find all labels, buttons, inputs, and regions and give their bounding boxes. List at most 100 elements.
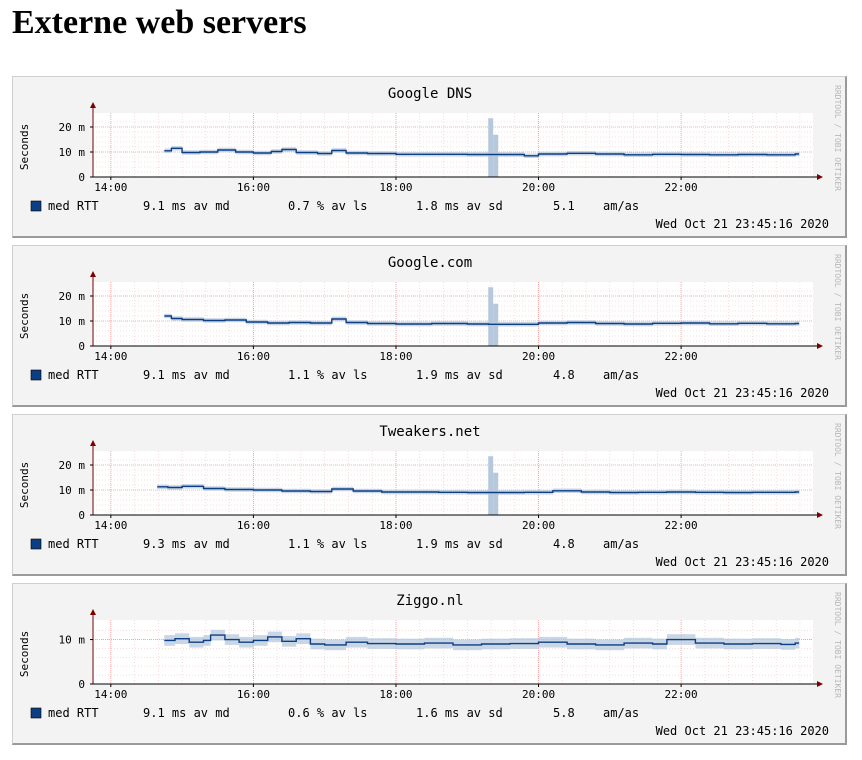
chart-timestamp: Wed Oct 21 23:45:16 2020 xyxy=(656,217,829,231)
x-tick-label: 18:00 xyxy=(379,181,412,194)
y-tick-label: 0 xyxy=(78,340,85,353)
legend-swatch xyxy=(30,200,42,212)
y-tick-label: 20 m xyxy=(59,121,86,134)
y-axis-arrow xyxy=(90,440,96,446)
legend-ratio: 5.1 xyxy=(553,199,575,213)
y-axis-arrow xyxy=(90,102,96,108)
x-axis-arrow xyxy=(817,174,823,180)
chart-panel-google-com: 0 10 m 20 m 14:00 16:00 18:00 20:00 22:00 Google… xyxy=(12,245,847,407)
y-axis-arrow xyxy=(90,271,96,277)
legend-ratio-unit: am/as xyxy=(603,199,639,213)
x-axis-arrow xyxy=(817,681,823,687)
smoke-spike xyxy=(488,287,494,346)
x-tick-label: 18:00 xyxy=(379,519,412,532)
plot-area xyxy=(93,282,813,346)
legend-loss: 1.1 % av ls xyxy=(288,537,367,551)
x-tick-label: 22:00 xyxy=(665,350,698,363)
legend-series-name: med RTT xyxy=(48,706,99,720)
y-axis-label: Seconds xyxy=(18,124,31,170)
rrdtool-credit: RRDTOOL / TOBI OETIKER xyxy=(833,592,842,698)
smoke-spike xyxy=(488,456,494,515)
median-rtt-line xyxy=(157,485,800,494)
legend-ratio: 4.8 xyxy=(553,368,575,382)
plot-area xyxy=(93,113,813,177)
legend-ratio: 4.8 xyxy=(553,537,575,551)
rrdtool-credit: RRDTOOL / TOBI OETIKER xyxy=(833,254,842,360)
legend-ratio-unit: am/as xyxy=(603,706,639,720)
page-title: Externe web servers xyxy=(12,4,307,41)
y-tick-label: 20 m xyxy=(59,290,86,303)
chart-svg: 0 10 m 14:00 16:00 18:00 20:00 22:00 Ziggo.nl Se… xyxy=(18,592,842,738)
y-axis-label: Seconds xyxy=(18,462,31,508)
legend-series-name: med RTT xyxy=(48,537,99,551)
y-tick-label: 10 m xyxy=(59,146,86,159)
median-rtt-line xyxy=(164,315,800,325)
x-tick-label: 14:00 xyxy=(94,181,127,194)
y-tick-label: 20 m xyxy=(59,459,86,472)
legend-sd: 1.9 ms av sd xyxy=(416,537,503,551)
x-tick-label: 20:00 xyxy=(522,181,555,194)
legend-sd: 1.6 ms av sd xyxy=(416,706,503,720)
chart-timestamp: Wed Oct 21 23:45:16 2020 xyxy=(656,555,829,569)
y-axis-arrow xyxy=(90,609,96,615)
legend-avg: 9.1 ms av md xyxy=(143,368,230,382)
y-tick-label: 10 m xyxy=(59,315,86,328)
chart-svg: 0 10 m 20 m 14:00 16:00 18:00 20:00 22:00 Google… xyxy=(18,254,842,400)
chart-panel-google-dns: 0 10 m 20 m 14:00 16:00 18:00 20:00 22:00 Google… xyxy=(12,76,847,238)
median-rtt-line xyxy=(164,634,800,646)
chart-title: Ziggo.nl xyxy=(396,593,463,609)
x-tick-label: 16:00 xyxy=(237,350,270,363)
x-axis-arrow xyxy=(817,343,823,349)
y-tick-label: 10 m xyxy=(59,634,86,647)
legend-loss: 0.7 % av ls xyxy=(288,199,367,213)
chart-title: Google DNS xyxy=(388,86,472,102)
chart-svg: 0 10 m 20 m 14:00 16:00 18:00 20:00 22:00 Google… xyxy=(18,85,842,231)
x-tick-label: 20:00 xyxy=(522,519,555,532)
y-axis-label: Seconds xyxy=(18,293,31,339)
legend-loss: 0.6 % av ls xyxy=(288,706,367,720)
chart-title: Tweakers.net xyxy=(379,424,480,440)
legend-sd: 1.8 ms av sd xyxy=(416,199,503,213)
chart-timestamp: Wed Oct 21 23:45:16 2020 xyxy=(656,724,829,738)
smoke-spike xyxy=(488,118,494,177)
legend-series-name: med RTT xyxy=(48,199,99,213)
chart-title: Google.com xyxy=(388,255,472,271)
chart-timestamp: Wed Oct 21 23:45:16 2020 xyxy=(656,386,829,400)
legend-ratio-unit: am/as xyxy=(603,368,639,382)
legend-swatch xyxy=(30,369,42,381)
y-tick-label: 10 m xyxy=(59,484,86,497)
legend-avg: 9.1 ms av md xyxy=(143,199,230,213)
x-tick-label: 16:00 xyxy=(237,181,270,194)
legend-swatch xyxy=(30,538,42,550)
legend-ratio: 5.8 xyxy=(553,706,575,720)
x-tick-label: 14:00 xyxy=(94,688,127,701)
chart-panel-ziggo-nl: 0 10 m 14:00 16:00 18:00 20:00 22:00 Ziggo.nl Se… xyxy=(12,583,847,745)
chart-panel-tweakers-net: 0 10 m 20 m 14:00 16:00 18:00 20:00 22:00 Tweake… xyxy=(12,414,847,576)
x-tick-label: 22:00 xyxy=(665,181,698,194)
legend-avg: 9.1 ms av md xyxy=(143,706,230,720)
x-axis-arrow xyxy=(817,512,823,518)
x-tick-label: 14:00 xyxy=(94,350,127,363)
x-tick-label: 20:00 xyxy=(522,688,555,701)
y-axis-label: Seconds xyxy=(18,631,31,677)
x-tick-label: 16:00 xyxy=(237,519,270,532)
legend-sd: 1.9 ms av sd xyxy=(416,368,503,382)
legend-swatch xyxy=(30,707,42,719)
x-tick-label: 20:00 xyxy=(522,350,555,363)
plot-area xyxy=(93,451,813,515)
legend-ratio-unit: am/as xyxy=(603,537,639,551)
x-tick-label: 14:00 xyxy=(94,519,127,532)
y-tick-label: 0 xyxy=(78,171,85,184)
y-tick-label: 0 xyxy=(78,678,85,691)
x-tick-label: 22:00 xyxy=(665,519,698,532)
x-tick-label: 16:00 xyxy=(237,688,270,701)
x-tick-label: 18:00 xyxy=(379,350,412,363)
y-tick-label: 0 xyxy=(78,509,85,522)
rrdtool-credit: RRDTOOL / TOBI OETIKER xyxy=(833,423,842,529)
rrdtool-credit: RRDTOOL / TOBI OETIKER xyxy=(833,85,842,191)
x-tick-label: 22:00 xyxy=(665,688,698,701)
legend-loss: 1.1 % av ls xyxy=(288,368,367,382)
legend-avg: 9.3 ms av md xyxy=(143,537,230,551)
x-tick-label: 18:00 xyxy=(379,688,412,701)
median-rtt-line xyxy=(164,147,800,157)
